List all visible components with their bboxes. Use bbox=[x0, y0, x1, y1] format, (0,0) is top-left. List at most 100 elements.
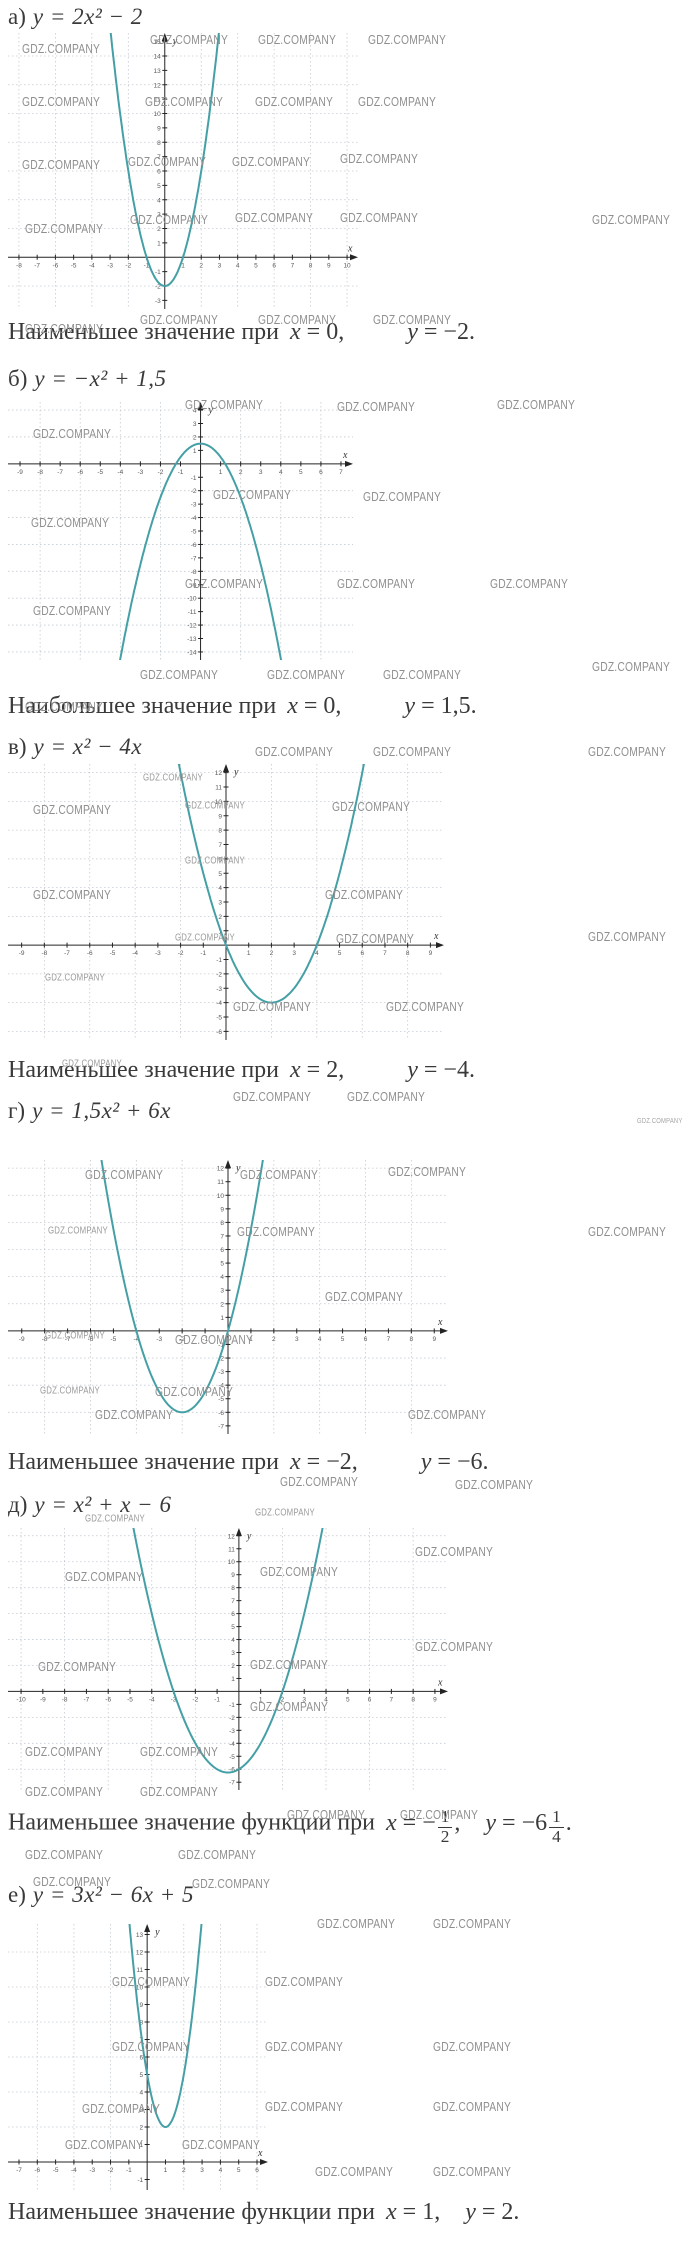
svg-text:x: x bbox=[437, 1677, 443, 1688]
section-heading-a: а) y = 2x² − 2 bbox=[8, 4, 143, 30]
svg-text:-8: -8 bbox=[41, 950, 47, 957]
svg-text:1: 1 bbox=[259, 1696, 263, 1703]
svg-text:y: y bbox=[235, 1163, 241, 1174]
svg-text:-2: -2 bbox=[218, 1356, 224, 1363]
svg-text:-3: -3 bbox=[191, 502, 197, 509]
svg-text:10: 10 bbox=[343, 262, 351, 269]
svg-text:4: 4 bbox=[231, 1637, 235, 1644]
svg-text:x: x bbox=[342, 450, 348, 461]
svg-text:-7: -7 bbox=[16, 2167, 22, 2174]
svg-text:-2: -2 bbox=[178, 950, 184, 957]
svg-text:-2: -2 bbox=[229, 1715, 235, 1722]
answer-d: Наименьшее значение функции при x = −1 2,… bbox=[8, 1807, 572, 1846]
svg-text:7: 7 bbox=[218, 842, 222, 849]
svg-text:5: 5 bbox=[231, 1624, 235, 1631]
answer-lead: Наименьшее значение функции при bbox=[8, 1809, 375, 1836]
svg-text:-10: -10 bbox=[16, 1696, 26, 1703]
svg-text:-4: -4 bbox=[132, 950, 138, 957]
svg-text:3: 3 bbox=[193, 421, 197, 428]
svg-text:1: 1 bbox=[140, 2142, 144, 2149]
svg-text:10: 10 bbox=[215, 799, 223, 806]
svg-text:12: 12 bbox=[215, 770, 223, 777]
svg-text:-7: -7 bbox=[64, 950, 70, 957]
answer-g: Наименьшее значение при x = −2, y = −6. bbox=[8, 1448, 488, 1477]
svg-text:-5: -5 bbox=[71, 262, 77, 269]
watermark: GDZ.COMPANY bbox=[192, 1877, 271, 1892]
svg-text:4: 4 bbox=[193, 408, 197, 415]
svg-text:-4: -4 bbox=[149, 1696, 155, 1703]
svg-text:2: 2 bbox=[272, 1336, 276, 1343]
svg-text:4: 4 bbox=[279, 469, 283, 476]
svg-text:-5: -5 bbox=[110, 950, 116, 957]
svg-text:-3: -3 bbox=[216, 986, 222, 993]
svg-text:-1: -1 bbox=[144, 262, 150, 269]
svg-text:-6: -6 bbox=[218, 1410, 224, 1417]
svg-text:-1: -1 bbox=[218, 1342, 224, 1349]
answer-y-value: y = −2. bbox=[407, 319, 475, 345]
answer-y-value: y = −6. bbox=[420, 1449, 489, 1475]
graph-e: y x -7 -6 -5 -4 -3 -2 -1 1 2 3 4 5 6 -1 1 2 3 4 5 6 7 8 9 10 11 12 1… bbox=[8, 0, 269, 2195]
svg-text:1: 1 bbox=[219, 469, 223, 476]
watermark: GDZ.COMPANY bbox=[358, 95, 437, 110]
svg-text:-6: -6 bbox=[105, 1696, 111, 1703]
svg-text:-3: -3 bbox=[89, 2167, 95, 2174]
svg-text:1: 1 bbox=[247, 950, 251, 957]
section-heading-g: г) y = 1,5x² + 6x bbox=[8, 1098, 171, 1124]
svg-text:-5: -5 bbox=[53, 2167, 59, 2174]
svg-text:7: 7 bbox=[231, 1598, 235, 1605]
section-label: б) bbox=[8, 366, 28, 391]
svg-text:-1: -1 bbox=[229, 1702, 235, 1709]
svg-text:-1: -1 bbox=[178, 469, 184, 476]
svg-text:-7: -7 bbox=[218, 1423, 224, 1430]
answer-y-value: y = −6 1 4. bbox=[485, 1807, 572, 1846]
svg-text:15: 15 bbox=[154, 39, 162, 46]
svg-text:4: 4 bbox=[315, 950, 319, 957]
svg-text:7: 7 bbox=[157, 154, 161, 161]
svg-text:12: 12 bbox=[136, 1950, 144, 1957]
section-heading-d: д) y = x² + x − 6 bbox=[8, 1492, 171, 1518]
svg-text:9: 9 bbox=[140, 2002, 144, 2009]
svg-text:5: 5 bbox=[254, 262, 258, 269]
watermark: GDZ.COMPANY bbox=[140, 668, 219, 683]
graph-v: y x -9 -8 -7 -6 -5 -4 -3 -2 -1 1 2 3 4 5 6 7 8 9 -6 -5 -4 -3 -2-… bbox=[8, 0, 445, 1045]
svg-text:12: 12 bbox=[217, 1166, 225, 1173]
svg-text:13: 13 bbox=[154, 68, 162, 75]
svg-text:-8: -8 bbox=[16, 262, 22, 269]
svg-text:8: 8 bbox=[218, 828, 222, 835]
svg-text:-4: -4 bbox=[191, 515, 197, 522]
svg-text:-6: -6 bbox=[34, 2167, 40, 2174]
svg-text:-2: -2 bbox=[108, 2167, 114, 2174]
answer-x-value: x = 0, bbox=[287, 693, 342, 719]
svg-text:-7: -7 bbox=[84, 1696, 90, 1703]
watermark: GDZ.COMPANY bbox=[265, 1975, 344, 1990]
answer-lead: Наименьшее значение при bbox=[8, 319, 280, 345]
svg-text:1: 1 bbox=[157, 240, 161, 247]
svg-text:-3: -3 bbox=[156, 1336, 162, 1343]
svg-text:-8: -8 bbox=[191, 569, 197, 576]
svg-text:-9: -9 bbox=[191, 582, 197, 589]
svg-text:11: 11 bbox=[215, 785, 222, 792]
svg-text:-1: -1 bbox=[214, 1696, 220, 1703]
answer-x-value: x = 1, bbox=[386, 2199, 441, 2225]
svg-text:7: 7 bbox=[390, 1696, 394, 1703]
svg-text:2: 2 bbox=[220, 1301, 224, 1308]
svg-text:-9: -9 bbox=[17, 469, 23, 476]
svg-text:3: 3 bbox=[292, 950, 296, 957]
equation-d: y = x² + x − 6 bbox=[34, 1492, 172, 1517]
svg-text:2: 2 bbox=[140, 2125, 144, 2132]
answer-lead: Наименьшее значение функции при bbox=[8, 2199, 375, 2225]
svg-text:9: 9 bbox=[327, 262, 331, 269]
svg-text:2: 2 bbox=[182, 2167, 186, 2174]
svg-text:3: 3 bbox=[220, 1288, 224, 1295]
svg-text:3: 3 bbox=[218, 262, 222, 269]
watermark: GDZ.COMPANY bbox=[25, 1848, 104, 1863]
answer-y-value: y = 2. bbox=[465, 2199, 520, 2225]
svg-text:1: 1 bbox=[249, 1336, 253, 1343]
svg-text:-1: -1 bbox=[216, 957, 222, 964]
svg-text:-5: -5 bbox=[111, 1336, 117, 1343]
svg-text:-1: -1 bbox=[200, 950, 206, 957]
answer-y-value: y = 1,5. bbox=[404, 693, 477, 719]
svg-text:2: 2 bbox=[281, 1696, 285, 1703]
svg-text:-5: -5 bbox=[229, 1754, 235, 1761]
svg-text:11: 11 bbox=[228, 1546, 235, 1553]
